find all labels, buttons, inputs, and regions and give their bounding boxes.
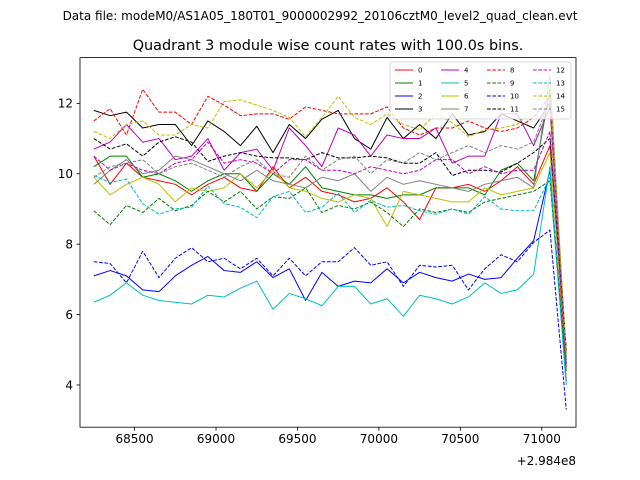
series-line-1 [93,88,567,364]
legend-label-13: 13 [556,80,565,88]
y-tick-label: 4 [65,378,73,392]
series-layer [93,74,567,410]
legend-label-9: 9 [510,80,514,88]
x-tick-label: 71000 [523,432,561,446]
series-line-15 [93,99,567,361]
y-tick-label: 6 [65,308,73,322]
legend-label-4: 4 [464,67,469,75]
legend-label-11: 11 [510,106,519,114]
legend-label-8: 8 [510,67,514,75]
legend-label-6: 6 [464,93,469,101]
legend-label-12: 12 [556,67,565,75]
y-tick-label: 12 [58,97,73,111]
series-line-4 [93,106,567,361]
legend-label-7: 7 [464,106,468,114]
legend-label-5: 5 [464,80,468,88]
legend-label-2: 2 [418,93,422,101]
plot-frame [79,57,577,428]
y-tick-label: 8 [65,237,73,251]
legend-label-15: 15 [556,106,565,114]
series-line-5 [93,166,567,385]
series-line-6 [93,152,567,357]
x-offset-label: +2.984e8 [517,454,576,468]
figure-suptitle: Data file: modeM0/AS1A05_180T01_90000029… [63,9,578,23]
series-line-9 [93,180,567,371]
series-line-13 [93,175,567,385]
legend-label-10: 10 [510,93,519,101]
legend-label-14: 14 [556,93,565,101]
y-tick-label: 10 [58,167,73,181]
series-line-8 [93,88,567,357]
x-tick-label: 69500 [278,432,316,446]
series-line-11 [93,136,567,350]
legend-label-0: 0 [418,67,422,75]
x-tick-label: 68500 [115,432,153,446]
x-tick-label: 70000 [360,432,398,446]
legend-label-1: 1 [418,80,422,88]
legend-label-3: 3 [418,106,422,114]
legend-box [389,61,572,120]
series-line-0 [93,145,567,368]
series-line-7 [93,74,567,361]
series-line-10 [93,229,567,410]
series-line-14 [93,81,567,354]
series-line-2 [93,169,567,382]
x-tick-label: 69000 [197,432,235,446]
axes: 68500 69000 69500 70000 70500 710004681012+2.… [58,57,577,468]
x-tick-label: 70500 [441,432,479,446]
series-line-12 [93,131,567,364]
chart-title: Quadrant 3 module wise count rates with … [133,38,524,54]
